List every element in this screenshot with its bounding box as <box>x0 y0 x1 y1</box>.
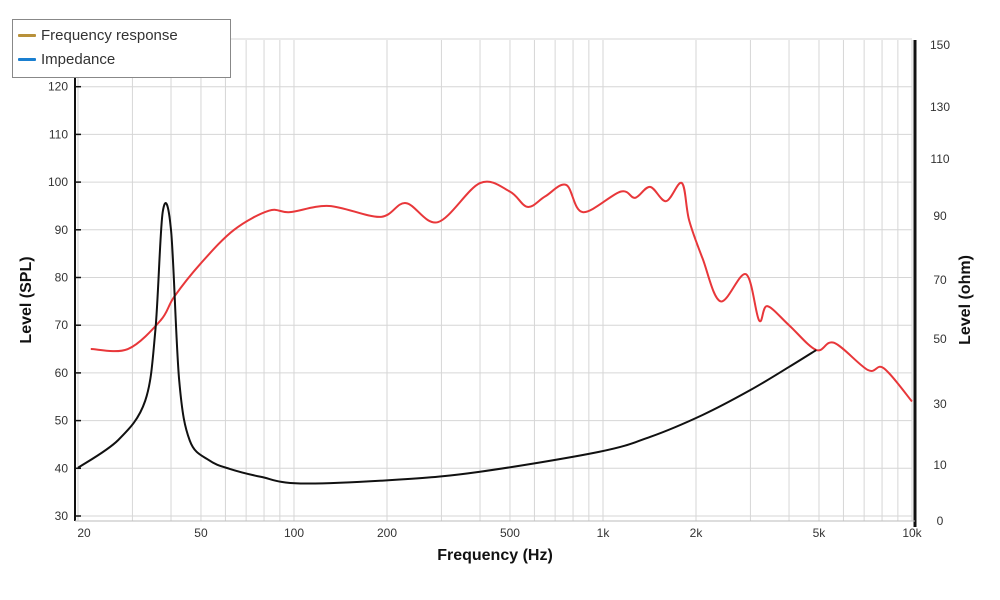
y-right-tick-label: 30 <box>933 397 947 411</box>
y-right-tick-label: 110 <box>930 152 949 166</box>
x-tick-label: 20 <box>77 526 91 540</box>
legend: Frequency response Impedance <box>12 19 231 78</box>
legend-label: Impedance <box>41 50 116 68</box>
y-tick-label: 70 <box>55 318 69 332</box>
y-right-tick-label: 50 <box>933 332 947 346</box>
y-right-tick-label: 0 <box>937 514 944 528</box>
legend-swatch-frequency-response <box>18 33 36 37</box>
y-tick-label: 80 <box>55 271 69 285</box>
x-tick-label: 2k <box>690 526 704 540</box>
y-right-tick-label: 130 <box>930 100 950 114</box>
y-tick-label: 50 <box>55 414 69 428</box>
y-right-tick-label: 150 <box>930 38 950 52</box>
series <box>77 180 913 485</box>
series-line-frequency-response <box>90 180 913 403</box>
legend-label: Frequency response <box>41 26 178 44</box>
grid <box>75 38 913 521</box>
y-axis-label-left: Level (SPL) <box>18 256 35 343</box>
legend-item-impedance[interactable]: Impedance <box>18 48 230 70</box>
x-tick-label: 200 <box>377 526 397 540</box>
legend-item-frequency-response[interactable]: Frequency response <box>18 24 230 46</box>
axes: 30 40 50 60 70 80 90 100 110 120 0 10 30 50 70 90 110 130… <box>48 38 950 540</box>
y-tick-label: 100 <box>48 175 68 189</box>
x-tick-label: 100 <box>284 526 304 540</box>
y-tick-label: 40 <box>55 461 69 475</box>
y-tick-label: 90 <box>55 223 69 237</box>
y-axis-label-right: Level (ohm) <box>957 255 974 345</box>
x-tick-label: 1k <box>597 526 611 540</box>
y-tick-label: 110 <box>49 127 68 141</box>
y-tick-label: 30 <box>55 509 69 523</box>
legend-swatch-impedance <box>18 57 36 61</box>
y-right-tick-label: 10 <box>933 458 947 472</box>
x-tick-label: 5k <box>813 526 827 540</box>
series-line-impedance <box>77 202 817 485</box>
x-tick-label: 500 <box>500 526 520 540</box>
y-tick-label: 60 <box>55 366 69 380</box>
x-tick-label: 50 <box>194 526 208 540</box>
y-right-tick-label: 70 <box>933 273 947 287</box>
x-tick-label: 10k <box>902 526 922 540</box>
x-axis-label: Frequency (Hz) <box>437 547 553 564</box>
y-right-tick-label: 90 <box>933 209 947 223</box>
y-tick-label: 120 <box>48 80 68 94</box>
